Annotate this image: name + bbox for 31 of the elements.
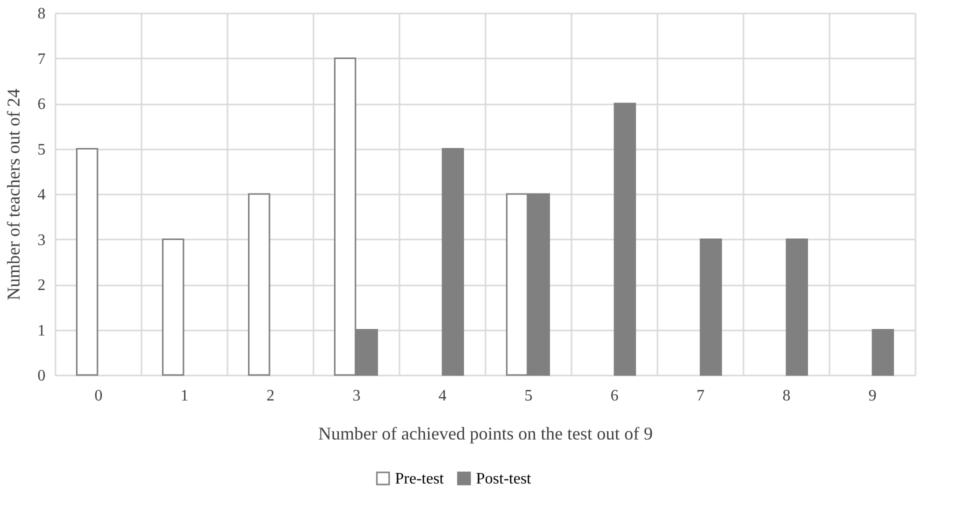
x-tick-label: 0 xyxy=(94,388,102,404)
y-tick-label: 3 xyxy=(38,232,46,249)
x-tick-label: 3 xyxy=(352,388,360,404)
bar xyxy=(614,102,636,376)
legend-label: Pre-test xyxy=(395,470,444,488)
x-tick-label: 7 xyxy=(696,388,704,404)
x-tick-label: 4 xyxy=(438,388,446,404)
y-axis-title: Number of teachers out of 24 xyxy=(4,88,24,300)
y-tick-label: 5 xyxy=(38,141,46,158)
y-tick-label: 4 xyxy=(38,186,46,204)
y-tick-label: 8 xyxy=(38,6,46,22)
x-tick-label: 9 xyxy=(868,388,876,404)
y-tick-label: 2 xyxy=(38,277,46,294)
x-tick-label: 5 xyxy=(524,388,532,404)
y-tick-label: 1 xyxy=(38,322,46,340)
y-tick-label: 7 xyxy=(38,50,46,68)
y-tick-label: 0 xyxy=(38,368,46,384)
bar xyxy=(700,238,722,376)
bar xyxy=(872,329,894,376)
bar xyxy=(162,238,184,376)
x-tick-label: 2 xyxy=(266,388,274,404)
x-tick-label: 1 xyxy=(180,388,188,404)
x-tick-label: 6 xyxy=(610,388,618,404)
bar xyxy=(248,193,270,376)
bar xyxy=(786,238,808,376)
x-tick-label: 8 xyxy=(782,388,790,404)
bar xyxy=(76,148,98,376)
y-tick-label: 6 xyxy=(38,96,46,113)
x-axis-title: Number of achieved points on the test out of 9 xyxy=(318,424,653,444)
legend-label: Post-test xyxy=(476,470,532,488)
bar xyxy=(442,148,464,376)
